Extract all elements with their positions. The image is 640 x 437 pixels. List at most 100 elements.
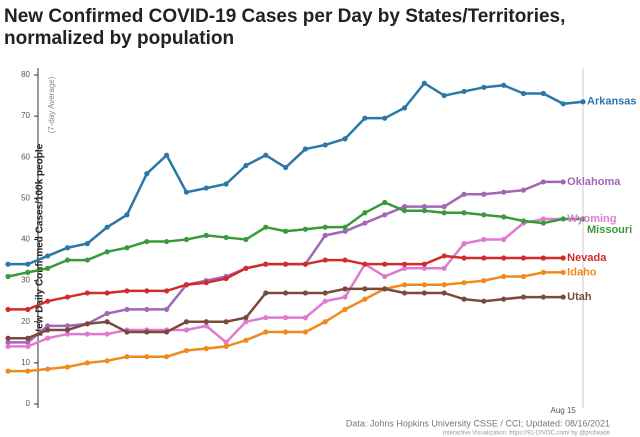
point (421, 208, 427, 214)
point (223, 319, 229, 325)
point (501, 236, 507, 243)
point (382, 273, 388, 280)
series-label: Nevada (567, 252, 607, 264)
point (263, 290, 269, 296)
point (481, 255, 487, 261)
series-label: Missouri (587, 224, 632, 236)
point (520, 255, 527, 261)
point (401, 290, 408, 296)
point (540, 220, 546, 226)
point (183, 347, 190, 354)
point (441, 282, 447, 288)
point (104, 249, 110, 255)
point (520, 273, 527, 280)
point (540, 179, 546, 185)
point (560, 294, 566, 300)
point (5, 306, 11, 313)
point (84, 360, 90, 366)
point (45, 366, 51, 372)
point (25, 306, 31, 313)
point (302, 290, 309, 296)
source: Data: Johns Hopkins University CSSE / CC… (346, 418, 610, 428)
series-label: Utah (567, 291, 592, 303)
point (243, 236, 249, 243)
point (183, 319, 190, 325)
point (64, 331, 71, 337)
point (362, 296, 368, 302)
point (64, 364, 71, 370)
point (124, 245, 130, 251)
series-line (7, 201, 583, 278)
point (461, 210, 467, 216)
point (282, 315, 289, 321)
point (104, 310, 110, 317)
point (540, 269, 546, 275)
point (520, 187, 527, 193)
point (144, 354, 150, 360)
point (441, 265, 447, 271)
point (84, 241, 90, 247)
point (501, 82, 507, 88)
point (342, 228, 348, 234)
point (104, 358, 110, 364)
point (25, 269, 31, 275)
point (84, 331, 90, 337)
point (203, 185, 209, 191)
point (223, 343, 229, 350)
point (362, 220, 368, 226)
point (322, 257, 328, 263)
point (164, 329, 170, 335)
point (104, 319, 110, 325)
point (481, 298, 487, 304)
y-tick-label: 80 (21, 70, 30, 79)
point (45, 335, 51, 341)
point (520, 218, 527, 224)
point (401, 282, 408, 288)
point (203, 319, 209, 325)
point (322, 224, 328, 230)
point (84, 290, 90, 296)
point (302, 146, 309, 152)
point (203, 345, 209, 352)
series-line (8, 81, 584, 266)
point (144, 329, 150, 335)
point (223, 275, 229, 282)
point (560, 101, 566, 107)
point (520, 90, 527, 97)
point (64, 323, 71, 329)
point (342, 257, 348, 263)
point (84, 321, 90, 327)
point (104, 224, 110, 230)
point (421, 282, 427, 288)
point (520, 294, 527, 300)
point (362, 115, 368, 121)
point (183, 236, 190, 243)
point (25, 339, 31, 345)
point (124, 288, 130, 294)
credit: Interactive Visualization: https://91-DI… (443, 431, 611, 437)
point (421, 80, 427, 86)
point (263, 152, 269, 158)
y-tick-label: 10 (21, 358, 30, 367)
point (322, 290, 328, 296)
point (580, 99, 586, 105)
point (25, 343, 31, 350)
point (84, 257, 90, 263)
chart-title: normalized by population (4, 28, 234, 49)
point (382, 212, 388, 218)
point (461, 255, 467, 261)
point (401, 265, 408, 271)
point (144, 306, 150, 313)
point (302, 329, 309, 335)
point (481, 236, 487, 243)
point (104, 331, 110, 337)
point (501, 214, 507, 220)
point (322, 298, 328, 304)
series-label: Oklahoma (567, 176, 621, 188)
point (104, 290, 110, 296)
point (421, 204, 427, 210)
point (282, 290, 289, 296)
point (64, 294, 71, 300)
point (401, 261, 408, 267)
point (560, 255, 566, 261)
